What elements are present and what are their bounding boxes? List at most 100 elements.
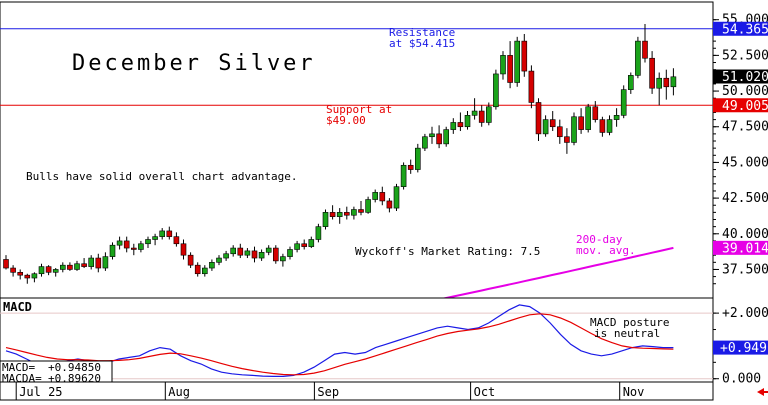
annotation-ma: 200-day — [576, 233, 623, 246]
candle-down — [358, 209, 364, 213]
candle-up — [74, 263, 80, 270]
candle-down — [81, 263, 87, 267]
candle-down — [95, 257, 102, 269]
candle-down — [166, 230, 173, 237]
price-panel-frame — [0, 1, 714, 299]
candle-down — [507, 55, 513, 83]
candle-up — [145, 239, 151, 245]
candle-down — [343, 212, 350, 216]
candle-up — [202, 267, 208, 275]
candle-down — [478, 110, 485, 123]
candle-up — [400, 164, 407, 187]
candle-up — [613, 115, 620, 120]
macd-tags: +0.949 — [713, 340, 768, 356]
macd-tick-label: +2.000 — [722, 306, 768, 321]
candle-up — [450, 122, 457, 130]
candle-up — [38, 266, 45, 275]
price-tag-label: 39.014 — [722, 241, 768, 256]
macd-series-macda — [5, 313, 674, 376]
price-tick-label: 52.500 — [722, 48, 768, 63]
price-tag-bg — [713, 240, 768, 255]
annotation-support: $49.00 — [326, 114, 366, 127]
macd-gridlines — [0, 312, 713, 380]
price-tag-bg — [713, 98, 768, 113]
price-axis: 55.00052.50050.00047.50045.00042.50040.0… — [713, 13, 768, 285]
macd-annotation-text: is neutral — [594, 327, 660, 340]
macd-tag-bg — [713, 340, 768, 355]
candle-down — [649, 57, 655, 89]
candle-up — [670, 76, 677, 88]
candle-down — [535, 102, 542, 135]
date-axis — [0, 381, 714, 401]
date-label: Sep — [317, 385, 339, 399]
price-tags: 54.365 51.020 49.005 39.014 — [713, 21, 768, 256]
price-tag-label: 51.020 — [722, 70, 768, 85]
candle-down — [17, 272, 24, 276]
candle-up — [336, 212, 343, 217]
candle-up — [422, 136, 428, 149]
candle-down — [528, 70, 535, 103]
moving-average-line — [431, 246, 674, 302]
candle-up — [485, 106, 492, 123]
date-labels: Jul 25 Aug Sep Oct Nov — [15, 382, 644, 400]
candle-up — [606, 119, 613, 133]
candle-down — [386, 200, 393, 209]
candle-down — [556, 126, 563, 138]
price-tick-label: 50.000 — [722, 84, 768, 99]
candle-down — [663, 77, 670, 88]
annotation-bulls: Bulls have solid overall chart advantage… — [26, 170, 298, 183]
candle-up — [627, 75, 634, 90]
candle-up — [88, 257, 94, 267]
candle-up — [102, 256, 109, 269]
candle-down — [592, 106, 599, 120]
macd-series-macd — [5, 304, 674, 377]
annotation-support: Support at — [326, 103, 392, 116]
candle-up — [159, 230, 165, 237]
candle-up — [500, 55, 506, 75]
candle-up — [471, 110, 478, 116]
candle-up — [656, 77, 663, 89]
macd-series-layer — [5, 304, 674, 377]
price-tick-label: 37.500 — [722, 262, 768, 277]
candle-up — [429, 133, 435, 138]
candle-down — [194, 264, 201, 275]
candle-down — [549, 119, 556, 128]
candle-down — [329, 212, 336, 217]
macd-annotation-text: MACD posture — [590, 316, 669, 329]
annotation-rating: Wyckoff's Market Rating: 7.5 — [355, 245, 540, 258]
candle-down — [436, 133, 442, 145]
candle-down — [272, 247, 279, 262]
candle-up — [287, 249, 293, 257]
candle-down — [123, 240, 130, 249]
candle-down — [599, 119, 606, 133]
candle-up — [351, 209, 357, 216]
date-label: Jul 25 — [19, 385, 62, 399]
candle-down — [642, 40, 648, 59]
moving-average-layer — [431, 246, 674, 302]
scroll-left-arrow-icon[interactable] — [757, 388, 768, 396]
candle-down — [564, 136, 570, 143]
candle-up — [393, 186, 400, 209]
date-label: Oct — [474, 385, 496, 399]
candle-up — [372, 192, 379, 200]
macd-tag-label: +0.949 — [720, 341, 767, 356]
candle-up — [294, 243, 300, 250]
candle-up — [152, 236, 158, 240]
candle-down — [251, 250, 258, 259]
candle-down — [521, 40, 528, 72]
candle-up — [635, 40, 641, 76]
macd-readout-value: +0.94850 — [48, 361, 101, 374]
support-resistance-layer — [0, 28, 713, 106]
candle-down — [578, 116, 584, 130]
price-tag-bg — [713, 69, 768, 84]
date-axis-frame — [0, 381, 714, 401]
candle-down — [187, 254, 194, 266]
candle-down — [10, 267, 16, 273]
candle-down — [301, 243, 308, 247]
candle-down — [45, 266, 52, 273]
candle-up — [209, 262, 215, 269]
candle-up — [414, 147, 421, 170]
